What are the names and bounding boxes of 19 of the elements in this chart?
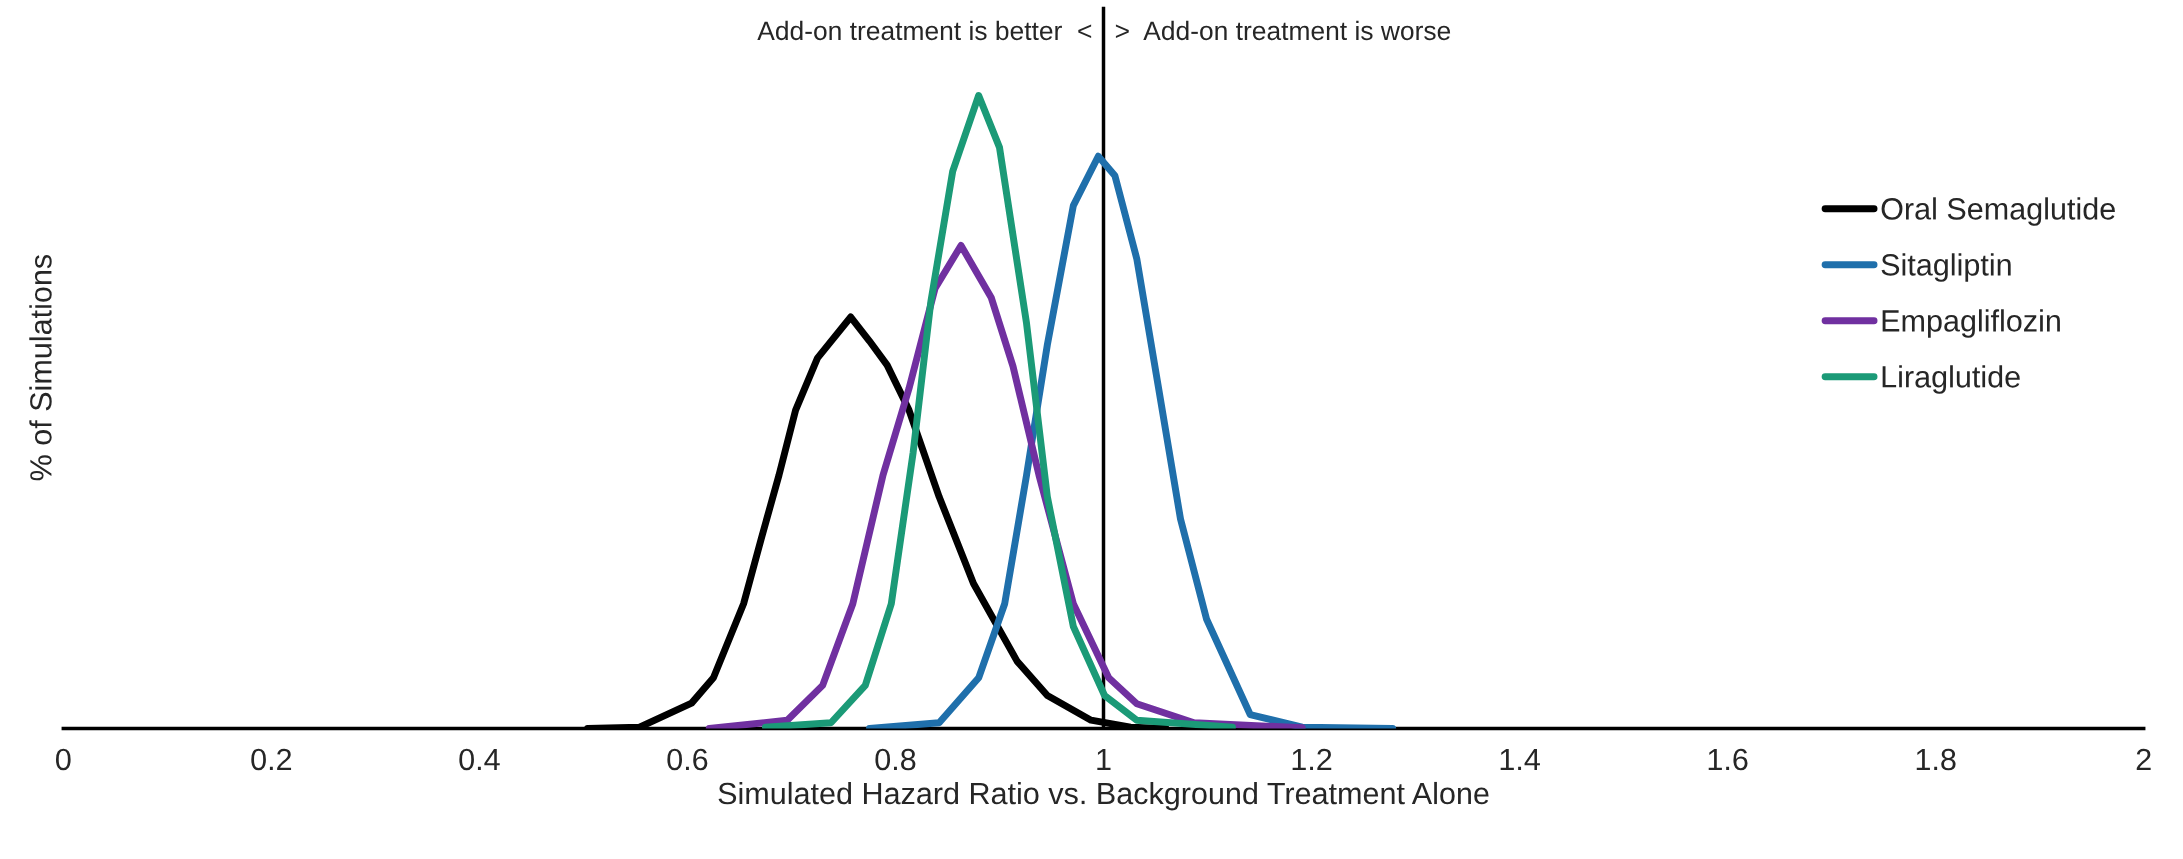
legend-label: Sitagliptin — [1881, 253, 2011, 282]
x-tick-label: 1.4 — [1500, 749, 1540, 771]
x-tick-label: 0.2 — [251, 748, 292, 771]
x-tick-label: 0.8 — [875, 748, 916, 771]
x-tick-label: 0.6 — [667, 748, 708, 771]
x-axis-title: Simulated Hazard Ratio vs. Background Treatment Alone — [718, 781, 1489, 811]
x-tick-label: 1 — [1097, 749, 1111, 771]
text: > Add-on treatment is worse — [1115, 20, 1451, 41]
x-tick-label: 2 — [2136, 748, 2151, 771]
x-tick-label: 1.2 — [1292, 748, 1332, 771]
x-tick-label: 0 — [56, 748, 71, 771]
x-tick-label: 1.6 — [1708, 748, 1748, 771]
x-tick-label: 0.4 — [459, 748, 500, 771]
text: Add-on treatment is better < — [757, 20, 1092, 41]
x-tick-label: 1.8 — [1916, 748, 1956, 771]
legend-label: Liraglutide — [1882, 365, 2020, 394]
legend-label: Empagliflozin — [1882, 309, 2060, 338]
legend-label: Oral Semaglutide — [1881, 197, 2115, 226]
y-axis-title: % of Simulations — [29, 254, 52, 481]
